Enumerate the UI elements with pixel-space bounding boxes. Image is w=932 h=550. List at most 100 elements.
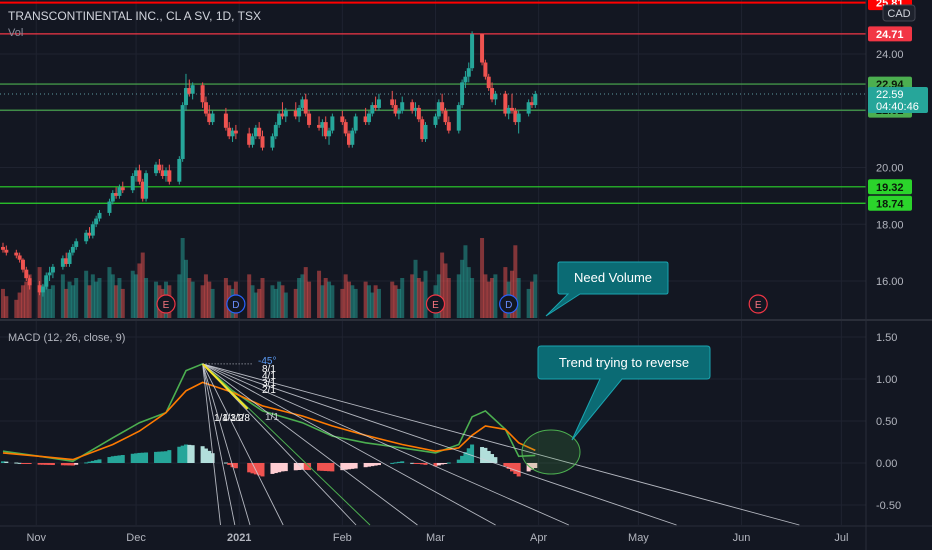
volume-bar [350, 285, 355, 318]
macd-histogram-bar [283, 463, 288, 472]
candle-body [40, 286, 45, 293]
macd-histogram-bar [134, 453, 139, 463]
candle-body [164, 170, 169, 177]
macd-histogram-bar [14, 462, 19, 464]
macd-histogram-bar [183, 444, 188, 463]
candle-body [526, 102, 531, 114]
macd-histogram-bar [227, 463, 232, 465]
macd-tick-label: 0.50 [876, 416, 897, 428]
candle-body [87, 232, 92, 236]
volume-bar [260, 278, 265, 318]
volume-bar [94, 281, 99, 318]
candle-body [280, 113, 285, 117]
candle-body [300, 99, 305, 108]
volume-bar [144, 278, 149, 318]
volume-bar [486, 281, 491, 318]
macd-histogram-bar [260, 463, 265, 477]
level-tag [868, 26, 912, 42]
macd-histogram-bar [250, 463, 255, 474]
macd-histogram-bar [17, 462, 22, 464]
volume-bar [420, 281, 425, 318]
volume-bar [130, 270, 135, 318]
macd-histogram-bar [343, 463, 348, 470]
volume-bar [47, 288, 52, 318]
volume-bar [14, 299, 19, 318]
event-marker-earnings [156, 294, 176, 314]
macd-histogram-bar [24, 463, 29, 464]
candle-body [223, 113, 228, 128]
macd-histogram-bar [353, 463, 358, 469]
macd-histogram-bar [144, 452, 149, 463]
candle-body [277, 113, 282, 125]
candle-body [107, 201, 112, 213]
macd-histogram-bar [177, 446, 182, 463]
gann-fan-label: 2/1 [262, 385, 276, 396]
macd-histogram-bar [533, 463, 538, 469]
macd-histogram-bar [456, 459, 461, 463]
gann-fan-label: 4/1 [262, 371, 276, 382]
volume-bar [154, 281, 159, 318]
volume-bar [390, 281, 395, 318]
volume-bar [110, 274, 115, 318]
candle-body [177, 158, 182, 182]
candle-body [466, 68, 471, 77]
macd-histogram-bar [60, 463, 65, 466]
macd-histogram-bar [486, 450, 491, 463]
time-tick-label: Jul [834, 532, 848, 544]
volume-bar [90, 274, 95, 318]
volume-bar [280, 285, 285, 318]
candle-body [516, 113, 521, 123]
candle-body [200, 85, 205, 103]
volume-bar [67, 281, 72, 318]
volume-bar [423, 270, 428, 318]
candle-body [4, 249, 9, 253]
macd-histogram-bar [463, 452, 468, 463]
candle-body [130, 176, 135, 191]
macd-histogram-bar [160, 451, 165, 463]
candle-body [167, 170, 172, 182]
volume-bar [510, 270, 515, 318]
callout-need-volume [545, 261, 669, 317]
macd-histogram-bar [253, 463, 258, 475]
candle-body [120, 187, 125, 191]
candle-body [157, 164, 162, 171]
macd-histogram-bar [300, 463, 305, 470]
candle-body [463, 76, 468, 83]
volume-bar [120, 288, 125, 318]
macd-histogram-bar [27, 463, 32, 464]
volume-bar [114, 285, 119, 318]
candle-body [320, 122, 325, 128]
macd-histogram-bar [320, 463, 325, 471]
volume-bar [250, 285, 255, 318]
candle-body [363, 116, 368, 123]
macd-histogram-bar [44, 463, 49, 465]
gann-fan-label: 1/4 [214, 413, 228, 424]
macd-histogram-bar [200, 446, 205, 463]
volume-bar [190, 281, 195, 318]
candle-body [366, 113, 371, 123]
macd-histogram-bar [20, 463, 25, 464]
event-marker-label: E [755, 300, 762, 311]
volume-bar [293, 288, 298, 318]
macd-histogram-bar [390, 462, 395, 464]
candle-body [190, 85, 195, 94]
candle-body [503, 93, 508, 114]
macd-histogram-bar [180, 445, 185, 463]
candle-body [67, 252, 72, 264]
candle-body [47, 272, 52, 276]
volume-bar [60, 274, 65, 318]
volume-bar [273, 288, 278, 318]
macd-histogram-bar [297, 463, 302, 470]
candle-body [14, 252, 19, 256]
volume-bar [483, 274, 488, 318]
macd-histogram-bar [400, 461, 405, 463]
candle-body [293, 110, 298, 117]
candle-body [440, 102, 445, 111]
volume-bar [64, 288, 69, 318]
volume-bar [74, 278, 79, 318]
macd-histogram-bar [330, 463, 335, 472]
macd-histogram-bar [433, 463, 438, 467]
candle-body [533, 94, 538, 106]
time-tick-label: Feb [333, 532, 352, 544]
